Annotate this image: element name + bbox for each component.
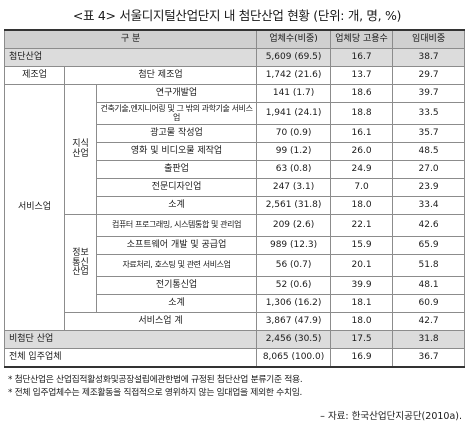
cell-firms: 8,065 (100.0): [256, 348, 332, 368]
table-title: <표 4> 서울디지털산업단지 내 첨단산업 현황 (단위: 개, 명, %): [72, 8, 402, 23]
cell-rent: 29.7: [392, 66, 466, 85]
table-row: 자료처리, 호스팅 및 관련 서비스업 56 (0.7) 20.1 51.8: [5, 254, 466, 277]
row-label: 전기통신업: [95, 276, 258, 295]
table-row: 전문디자인업 247 (3.1) 7.0 23.9: [5, 178, 466, 197]
cell-rent: 27.0: [392, 160, 466, 179]
row-label: 광고물 작성업: [95, 124, 258, 143]
cell-rent: 42.6: [392, 214, 466, 237]
table-row: 서비스업 계 3,867 (47.9) 18.0 42.7: [5, 312, 466, 331]
cell-firms: 2,456 (30.5): [256, 330, 332, 349]
hightech-industry-table: 구 분 업체수(비중) 업체당 고용수 임대비중 첨단산업 5,609 (69.…: [3, 29, 466, 368]
cell-firms: 5,609 (69.5): [256, 48, 332, 67]
cell-firms: 3,867 (47.9): [256, 312, 332, 331]
cell-firms: 1,742 (21.6): [256, 66, 332, 85]
cell-rent: 39.7: [392, 84, 466, 103]
table-row: 전기통신업 52 (0.6) 39.9 48.1: [5, 276, 466, 295]
cell-employment: 7.0: [330, 178, 394, 197]
footnote: * 첨단산업은 산업집적활성화및공장설립에관한법에 규정된 첨단산업 분류기준 …: [8, 375, 303, 385]
cell-employment: 24.9: [330, 160, 394, 179]
cell-employment: 13.7: [330, 66, 394, 85]
cell-rent: 36.7: [392, 348, 466, 368]
cell-employment: 16.1: [330, 124, 394, 143]
row-label: 비첨단 산업: [3, 330, 258, 349]
footnotes: * 첨단산업은 산업집적활성화및공장설립에관한법에 규정된 첨단산업 분류기준 …: [8, 374, 303, 400]
row-label: 첨단 제조업: [63, 66, 258, 85]
cell-employment: 17.5: [330, 330, 394, 349]
table-row: 소계 1,306 (16.2) 18.1 60.9: [5, 294, 466, 313]
cell-firms: 2,561 (31.8): [256, 196, 332, 215]
row-label: 출판업: [95, 160, 258, 179]
cell-employment: 16.9: [330, 348, 394, 368]
cell-employment: 18.0: [330, 312, 394, 331]
header-category: 구 분: [3, 29, 258, 49]
cell-firms: 99 (1.2): [256, 142, 332, 161]
table-row: 정보 통신 산업 컴퓨터 프로그래밍, 시스템통합 및 관리업 209 (2.6…: [5, 214, 466, 313]
cell-firms: 56 (0.7): [256, 254, 332, 277]
cell-rent: 38.7: [392, 48, 466, 67]
cell-employment: 26.0: [330, 142, 394, 161]
cell-rent: 60.9: [392, 294, 466, 313]
cell-employment: 20.1: [330, 254, 394, 277]
row-label: 소계: [95, 294, 258, 313]
row-label: 소계: [95, 196, 258, 215]
row-label: 소프트웨어 개발 및 공급업: [95, 236, 258, 255]
cell-rent: 65.9: [392, 236, 466, 255]
cell-employment: 18.1: [330, 294, 394, 313]
row-label: 영화 및 비디오물 제작업: [95, 142, 258, 161]
cell-rent: 33.4: [392, 196, 466, 215]
footnote: * 전체 입주업체수는 제조활동을 직접적으로 영위하지 않는 임대업을 제외한…: [8, 388, 303, 398]
cell-rent: 31.8: [392, 330, 466, 349]
table-row: 소프트웨어 개발 및 공급업 989 (12.3) 15.9 65.9: [5, 236, 466, 255]
row-label: 서비스업 계: [63, 312, 258, 331]
row-label: 첨단산업: [3, 48, 258, 67]
cell-firms: 63 (0.8): [256, 160, 332, 179]
cell-rent: 48.5: [392, 142, 466, 161]
cell-employment: 18.0: [330, 196, 394, 215]
cell-firms: 209 (2.6): [256, 214, 332, 237]
subgroup-label-ict: 정보 통신 산업: [64, 214, 97, 313]
cell-employment: 15.9: [330, 236, 394, 255]
cell-rent: 33.5: [392, 102, 466, 125]
cell-firms: 247 (3.1): [256, 178, 332, 197]
header-firms: 업체수(비중): [256, 29, 332, 49]
cell-firms: 70 (0.9): [256, 124, 332, 143]
row-label: 컴퓨터 프로그래밍, 시스템통합 및 관리업: [95, 214, 258, 237]
row-label: 전문디자인업: [95, 178, 258, 197]
cell-firms: 141 (1.7): [256, 84, 332, 103]
row-label: 전체 입주업체: [3, 348, 258, 368]
header-employment: 업체당 고용수: [330, 29, 394, 49]
cell-rent: 35.7: [392, 124, 466, 143]
cell-rent: 42.7: [392, 312, 466, 331]
cell-rent: 48.1: [392, 276, 466, 295]
table-row: 첨단산업 5,609 (69.5) 16.7 38.7: [3, 48, 466, 67]
row-label: 연구개발업: [95, 84, 258, 103]
table-row: 전체 입주업체 8,065 (100.0) 16.9 36.7: [3, 348, 466, 368]
group-label: 제조업: [4, 66, 65, 85]
subgroup-label-knowledge: 지식 산업: [64, 84, 97, 215]
cell-employment: 16.7: [330, 48, 394, 67]
table-row: 서비스업 지식 산업 연구개발업 141 (1.7) 18.6 39.7: [4, 84, 466, 331]
header-rent-ratio: 임대비중: [392, 29, 466, 49]
group-label-services: 서비스업: [4, 84, 65, 331]
cell-employment: 18.8: [330, 102, 394, 125]
cell-rent: 23.9: [392, 178, 466, 197]
cell-firms: 1,941 (24.1): [256, 102, 332, 125]
cell-firms: 1,306 (16.2): [256, 294, 332, 313]
cell-rent: 51.8: [392, 254, 466, 277]
cell-employment: 18.6: [330, 84, 394, 103]
row-label: 자료처리, 호스팅 및 관련 서비스업: [95, 254, 258, 277]
cell-employment: 39.9: [330, 276, 394, 295]
header-row: 구 분 업체수(비중) 업체당 고용수 임대비중: [3, 29, 466, 49]
cell-firms: 52 (0.6): [256, 276, 332, 295]
cell-firms: 989 (12.3): [256, 236, 332, 255]
table-row: 제조업 첨단 제조업 1,742 (21.6) 13.7 29.7: [4, 66, 466, 85]
source-note: – 자료: 한국산업단지공단(2010a).: [320, 411, 462, 422]
table-row: 비첨단 산업 2,456 (30.5) 17.5 31.8: [3, 330, 466, 349]
cell-employment: 22.1: [330, 214, 394, 237]
row-label: 건축기술,엔지니어링 및 그 밖의 과학기술 서비스업: [95, 102, 258, 125]
